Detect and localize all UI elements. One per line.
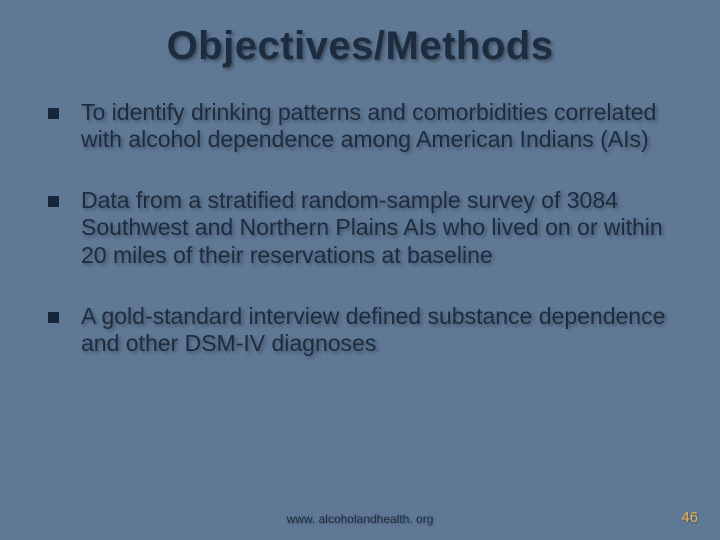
footer-url: www. alcoholandhealth. org (0, 512, 720, 526)
bullet-text: Data from a stratified random-sample sur… (81, 187, 676, 268)
square-bullet-icon (48, 108, 59, 119)
list-item: To identify drinking patterns and comorb… (48, 99, 676, 153)
slide: Objectives/Methods To identify drinking … (0, 0, 720, 540)
list-item: A gold-standard interview defined substa… (48, 303, 676, 357)
bullet-list: To identify drinking patterns and comorb… (38, 99, 682, 357)
bullet-text: To identify drinking patterns and comorb… (81, 99, 676, 153)
square-bullet-icon (48, 312, 59, 323)
slide-number: 46 (681, 509, 698, 526)
slide-title: Objectives/Methods (38, 24, 682, 69)
list-item: Data from a stratified random-sample sur… (48, 187, 676, 268)
square-bullet-icon (48, 196, 59, 207)
bullet-text: A gold-standard interview defined substa… (81, 303, 676, 357)
